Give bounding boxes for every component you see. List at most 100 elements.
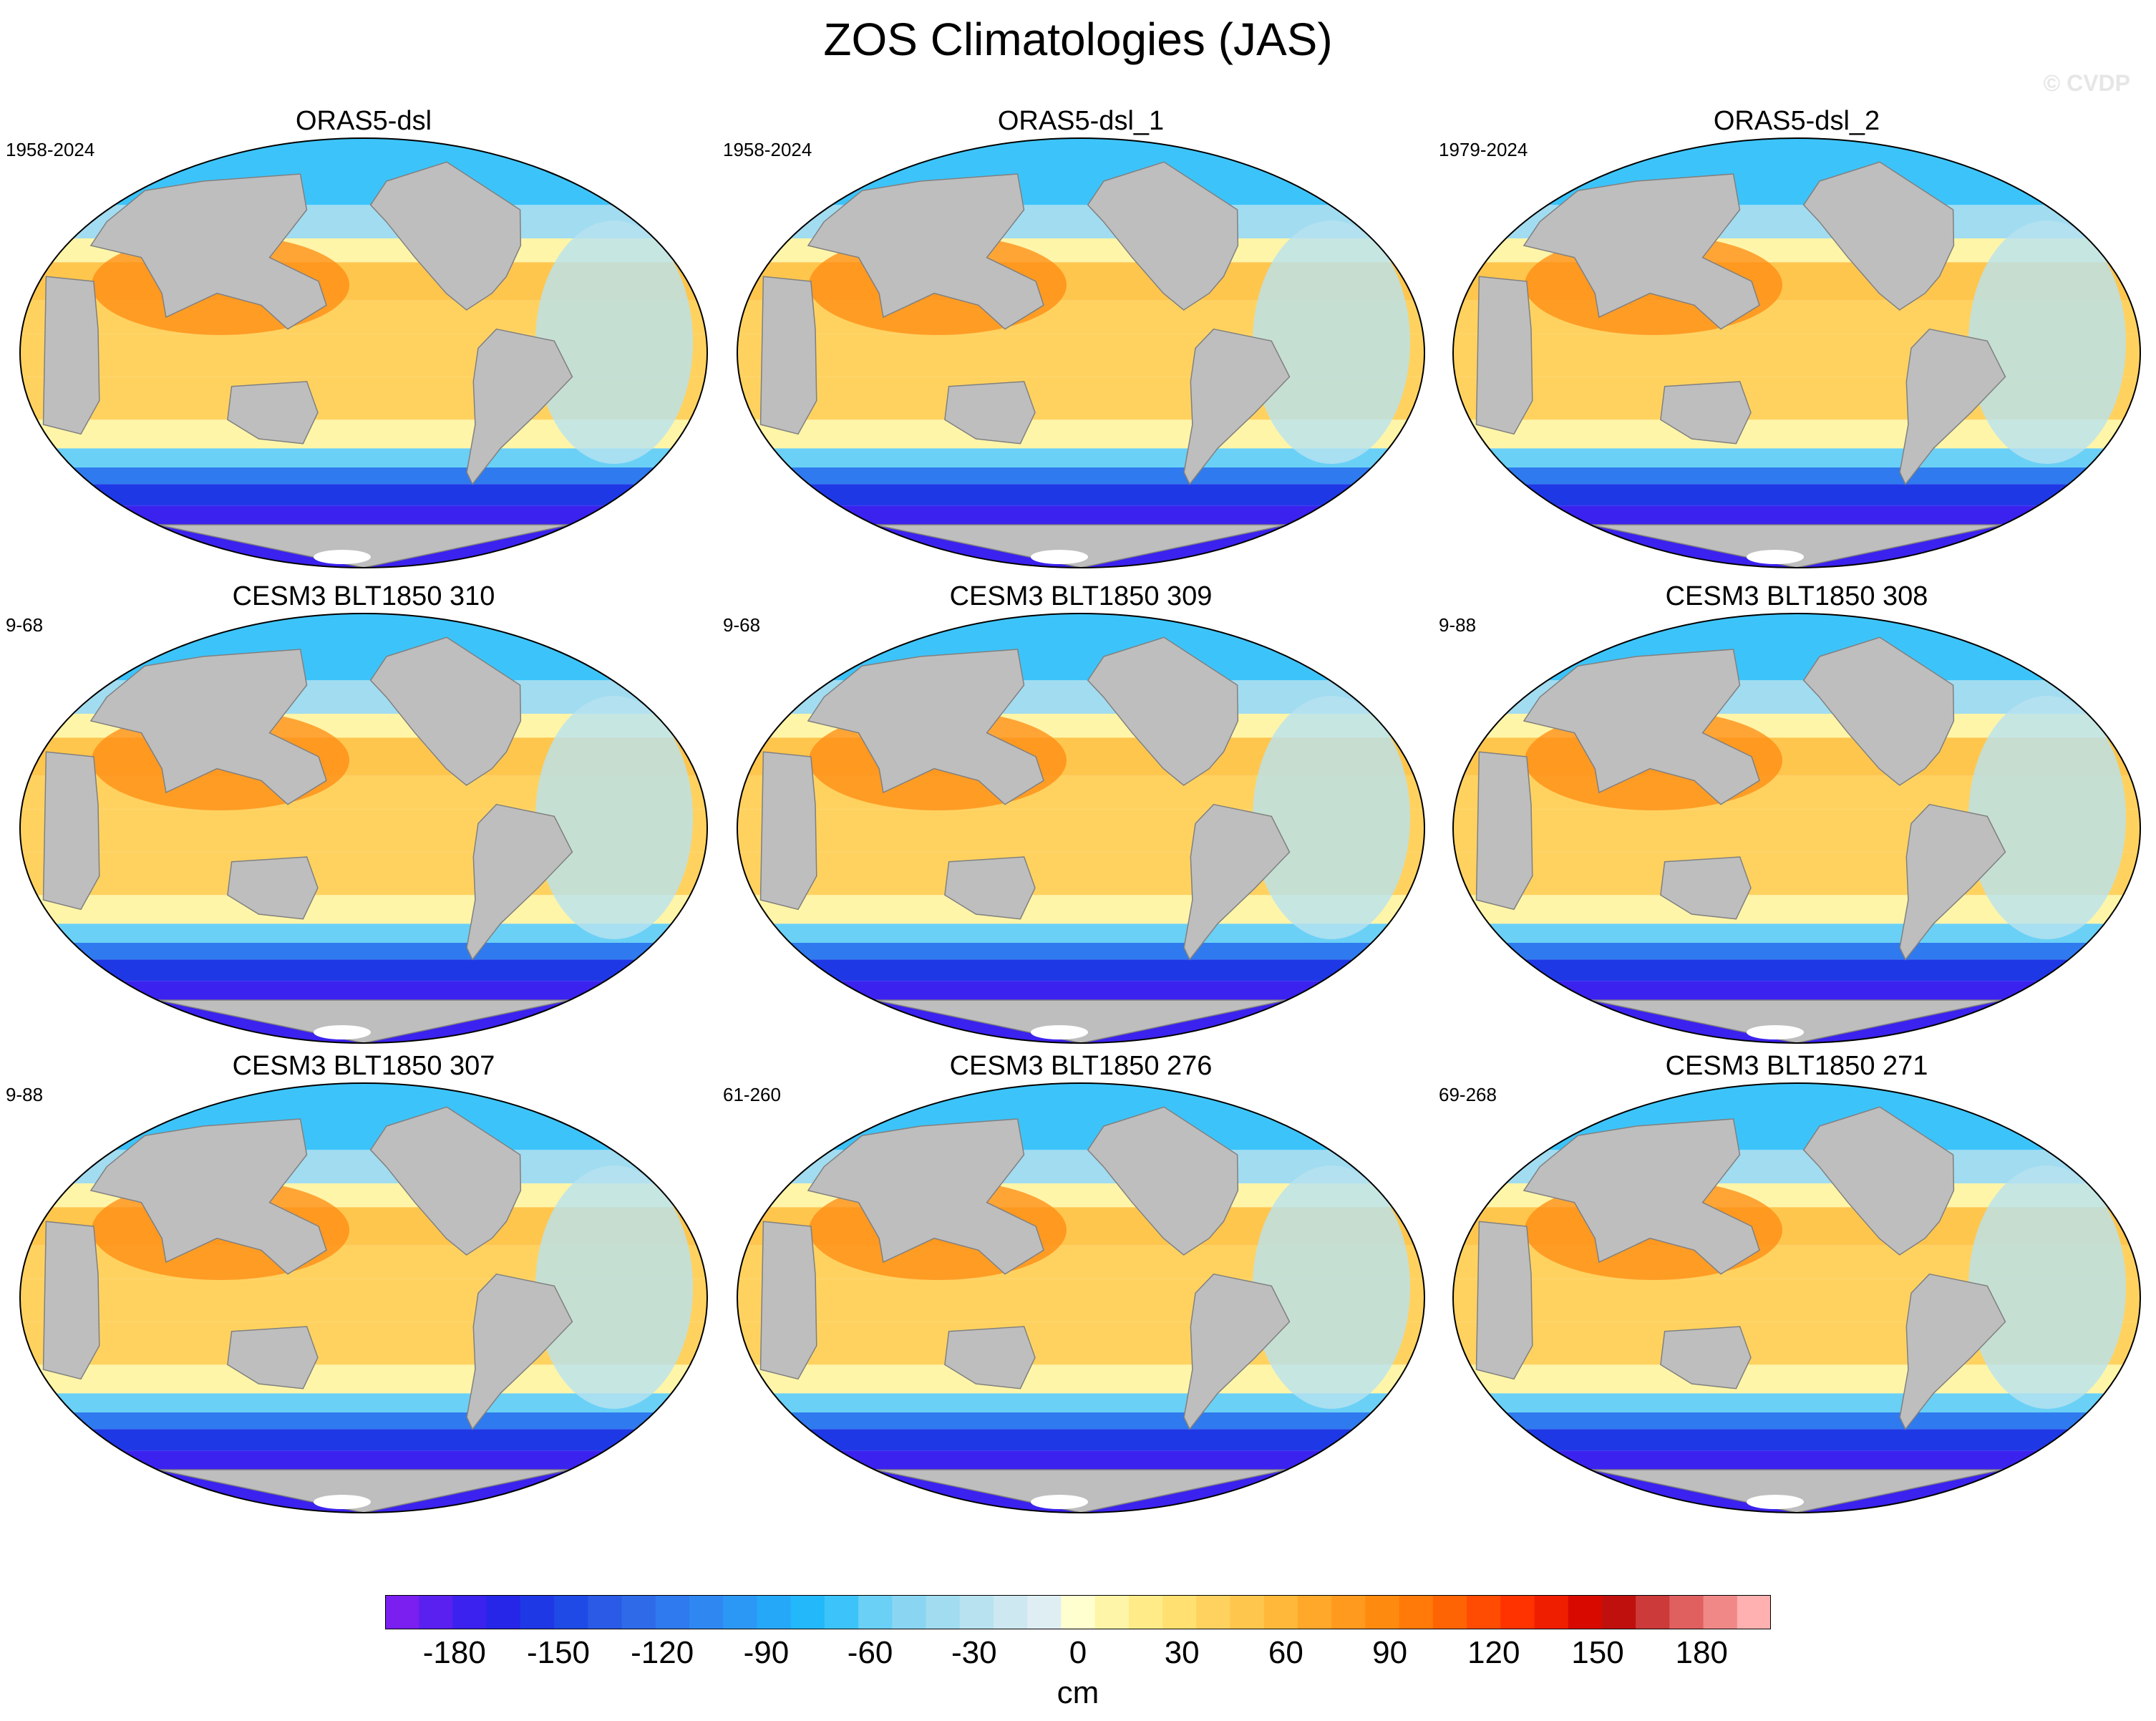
ocean-zos-band (737, 1412, 1424, 1430)
colorbar-swatch (1500, 1595, 1535, 1629)
asia-landmass (1523, 173, 1760, 330)
australia-landmass (227, 1326, 319, 1390)
figure-title: ZOS Climatologies (JAS) (823, 14, 1333, 65)
colorbar-swatch (1027, 1595, 1062, 1629)
map-panel: CESM3 BLT1850 310 9-68 (6, 581, 722, 1054)
colorbar-swatch (1094, 1595, 1130, 1629)
map-border (19, 1082, 708, 1513)
atlantic-low-anomaly (535, 696, 693, 939)
panel-year-range: 69-268 (1439, 1084, 1497, 1105)
ice-shelf (314, 1495, 371, 1509)
world-map (19, 613, 708, 1044)
south-america-landmass (466, 803, 573, 961)
world-map (737, 613, 1425, 1044)
world-map (19, 1082, 708, 1513)
colorbar-swatch (1399, 1595, 1434, 1629)
panel-title: ORAS5-dsl_2 (1713, 106, 1880, 136)
colorbar-swatch (486, 1595, 521, 1629)
map-border (737, 137, 1425, 568)
map-panel: ORAS5-dsl 1958-2024 (6, 106, 722, 578)
colorbar-swatch (1263, 1595, 1298, 1629)
ocean-zos-band (20, 614, 707, 681)
africa-landmass (759, 276, 817, 435)
ocean-zos-band (1453, 484, 2140, 506)
australia-landmass (1660, 1326, 1752, 1390)
south-america-landmass (1183, 328, 1291, 485)
panel-year-range: 9-68 (723, 614, 761, 636)
australia-landmass (227, 381, 319, 445)
colorbar-tick-label: -150 (526, 1635, 591, 1670)
panel-year-range: 9-68 (6, 614, 44, 636)
ice-shelf (1747, 550, 1804, 564)
ocean-zos-band (20, 1083, 707, 1150)
ocean-zos-band (737, 484, 1424, 506)
north-america-landmass (1802, 636, 1955, 786)
panel-title: CESM3 BLT1850 309 (949, 581, 1213, 611)
africa-landmass (1475, 751, 1533, 911)
colorbar-swatch (1669, 1595, 1704, 1629)
atlantic-low-anomaly (1968, 1165, 2126, 1409)
north-america-landmass (1802, 1106, 1955, 1256)
ocean-zos-band (20, 1429, 707, 1451)
panel-year-range: 1958-2024 (6, 139, 95, 160)
australia-landmass (944, 381, 1036, 445)
ocean-zos-band (1453, 138, 2140, 205)
colorbar-tick-label: 60 (1268, 1635, 1303, 1670)
map-panel: CESM3 BLT1850 271 69-268 (1439, 1051, 2155, 1523)
north-america-landmass (369, 636, 522, 786)
colorbar-swatch (1331, 1595, 1366, 1629)
ice-shelf (1031, 550, 1088, 564)
colorbar-swatch (1365, 1595, 1400, 1629)
panel-year-range: 1979-2024 (1439, 139, 1528, 160)
colorbar-swatch (757, 1595, 792, 1629)
africa-landmass (759, 1221, 817, 1380)
map-panel: ORAS5-dsl_1 1958-2024 (723, 106, 1439, 578)
panel-title: CESM3 BLT1850 308 (1665, 581, 1928, 611)
ocean-zos-band (737, 1429, 1424, 1451)
north-america-landmass (369, 161, 522, 311)
panel-year-range: 9-88 (1439, 614, 1477, 636)
australia-landmass (227, 856, 319, 920)
asia-landmass (807, 649, 1044, 805)
australia-landmass (944, 1326, 1036, 1390)
map-panel: CESM3 BLT1850 276 61-260 (723, 1051, 1439, 1523)
ocean-zos-band (1453, 959, 2140, 981)
panel-title: CESM3 BLT1850 276 (949, 1051, 1213, 1081)
atlantic-low-anomaly (535, 220, 693, 464)
south-america-landmass (1183, 803, 1291, 961)
map-panel: ORAS5-dsl_2 1979-2024 (1439, 106, 2155, 578)
colorbar-swatch (1636, 1595, 1670, 1629)
asia-landmass (807, 1118, 1044, 1275)
ocean-zos-band (1453, 1429, 2140, 1451)
colorbar-tick-label: 180 (1675, 1635, 1728, 1670)
map-panel: CESM3 BLT1850 309 9-68 (723, 581, 1439, 1054)
south-america-landmass (466, 1273, 573, 1430)
ocean-zos-band (1453, 614, 2140, 681)
world-map (19, 137, 708, 568)
ocean-zos-band (1453, 1412, 2140, 1430)
australia-landmass (1660, 381, 1752, 445)
colorbar-tick-label: 90 (1372, 1635, 1408, 1670)
colorbar-tick-label: 150 (1571, 1635, 1624, 1670)
antarctica-landmass (157, 524, 570, 568)
ice-shelf (314, 550, 371, 564)
colorbar-swatch (689, 1595, 724, 1629)
map-panel: CESM3 BLT1850 308 9-88 (1439, 581, 2155, 1054)
colorbar-swatch (1601, 1595, 1636, 1629)
south-america-landmass (1899, 803, 2006, 961)
colorbar-unit-label: cm (1057, 1675, 1099, 1710)
africa-landmass (42, 1221, 100, 1380)
map-border (19, 137, 708, 568)
colorbar-swatch (655, 1595, 690, 1629)
colorbar-swatch (959, 1595, 994, 1629)
colorbar-swatch (1196, 1595, 1230, 1629)
north-america-landmass (1087, 636, 1239, 786)
australia-landmass (1660, 856, 1752, 920)
colorbar-swatch (1432, 1595, 1467, 1629)
ocean-zos-band (1453, 1083, 2140, 1150)
colorbar-swatch (892, 1595, 927, 1629)
ice-shelf (1747, 1025, 1804, 1039)
ice-shelf (1031, 1025, 1088, 1039)
panel-title: CESM3 BLT1850 310 (232, 581, 495, 611)
south-america-landmass (1183, 1273, 1291, 1430)
